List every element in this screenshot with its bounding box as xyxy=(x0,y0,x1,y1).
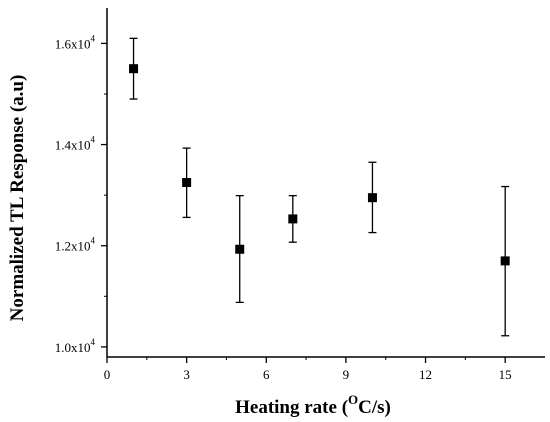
x-axis-label: Heating rate (OC/s) xyxy=(235,392,391,418)
y-tick-label: 1.2x104 xyxy=(55,236,96,254)
y-tick-label: 1.6x104 xyxy=(55,33,96,51)
x-tick-label: 0 xyxy=(104,367,111,382)
x-tick-label: 9 xyxy=(343,367,350,382)
data-point xyxy=(129,64,139,74)
data-point xyxy=(235,244,245,254)
y-tick-label: 1.4x104 xyxy=(55,135,96,153)
x-tick-label: 3 xyxy=(183,367,190,382)
y-axis-label: Normalized TL Response (a.u) xyxy=(7,75,28,322)
x-tick-label: 15 xyxy=(499,367,512,382)
data-point xyxy=(182,178,192,187)
axes xyxy=(106,8,545,358)
ticks: 0 3 6 9 12 15 1.0x104 1.2x104 1.4x104 1.6x104 xyxy=(55,33,512,382)
y-tick-label: 1.0x104 xyxy=(55,337,96,355)
data-point xyxy=(288,214,298,224)
data-points xyxy=(129,64,510,266)
error-bars xyxy=(129,37,510,337)
x-tick-label: 6 xyxy=(263,367,270,382)
data-point xyxy=(500,256,510,266)
x-tick-label: 12 xyxy=(419,367,432,382)
data-point xyxy=(367,193,377,203)
